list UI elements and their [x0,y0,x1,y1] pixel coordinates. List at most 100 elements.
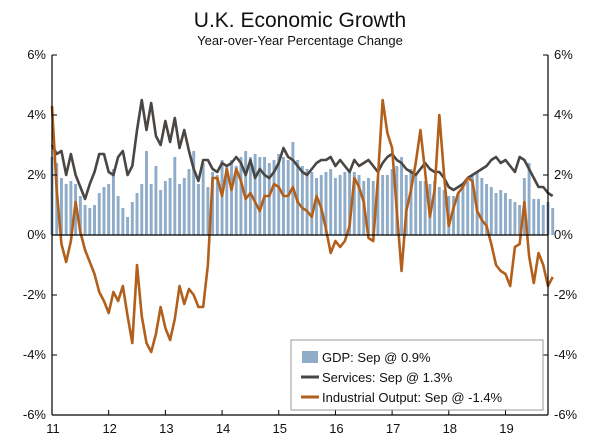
gdp-bar [442,190,446,235]
industrial-output-line [50,98,554,354]
y-tick-label-left: 2% [27,167,46,182]
gdp-bar [367,178,370,235]
gdp-bar [489,187,493,235]
gdp-bar [348,169,352,235]
gdp-bar [173,157,177,235]
gdp-bar [145,151,148,235]
y-tick-label-right: 2% [554,167,573,182]
x-tick-label: 13 [159,421,173,436]
gdp-bar [423,181,427,235]
gdp-bar [182,178,186,235]
legend-label-gdp: GDP: Sep @ 0.9% [322,350,431,365]
x-tick-label: 12 [102,421,116,436]
gdp-bar [414,175,418,235]
gdp-bar [126,217,130,235]
gdp-bar [239,157,243,235]
y-tick-label-left: 4% [27,107,46,122]
gdp-bar [215,175,219,235]
gdp-bar [248,157,252,235]
gdp-bar [201,163,205,235]
gdp-bar [230,160,233,235]
gdp-bar [130,202,134,235]
gdp-bar [220,160,224,235]
gdp-bar [244,151,248,235]
gdp-bar [456,193,460,235]
gdp-bar [315,178,318,235]
gdp-bar [234,166,238,235]
gdp-bar [149,184,153,235]
gdp-bar [305,169,309,235]
x-tick-label: 14 [216,421,230,436]
gdp-bar [470,175,474,235]
chart-title: U.K. Economic Growth [194,9,406,32]
gdp-bar [168,178,172,235]
gdp-bar [437,187,441,235]
gdp-bar [64,184,68,235]
gdp-bar [385,175,389,235]
legend: GDP: Sep @ 0.9% Services: Sep @ 1.3% Ind… [290,339,544,411]
gdp-bar [93,205,96,235]
x-tick-label: 19 [499,421,513,436]
y-tick-label-left: -4% [23,347,47,362]
y-axis-right: 6% 4% 2% 0% -2% -4% -6% [543,47,578,422]
chart-subtitle: Year-over-Year Percentage Change [197,33,403,48]
gdp-bar [518,205,522,235]
gdp-bar [404,175,408,235]
gdp-bar [310,172,314,235]
x-axis: 11 12 13 14 15 16 17 18 19 [46,410,514,436]
y-tick-label-left: 6% [27,47,46,62]
gdp-bar [409,169,413,235]
gdp-bar [551,208,555,235]
gdp-bar [504,193,507,235]
gdp-bar [527,163,531,235]
gdp-bar [400,157,404,235]
gdp-bar [300,166,304,235]
gdp-bar [537,199,540,235]
gdp-bar [253,154,257,235]
gdp-bar [418,181,422,235]
gdp-bar [376,178,380,235]
gdp-bar [494,193,498,235]
gdp-bar [116,196,120,235]
gdp-bar [352,172,356,235]
gdp-bar [338,175,342,235]
gdp-bar [433,181,437,235]
gdp-bar [69,181,73,235]
gdp-bar [272,160,276,235]
gdp-bar [187,169,191,235]
gdp-bar [178,184,182,235]
gdp-bar [154,166,158,235]
legend-label-industrial: Industrial Output: Sep @ -1.4% [322,390,503,405]
y-tick-label-right: -6% [554,407,578,422]
gdp-bar [480,178,484,235]
y-tick-label-left: -6% [23,407,47,422]
gdp-bar [78,196,82,235]
gdp-bar [461,184,465,235]
gdp-bar [333,178,337,235]
gdp-bar [296,160,300,235]
gdp-bar [532,199,536,235]
x-tick-label: 17 [386,421,400,436]
gdp-bar [135,193,139,235]
gdp-bar [357,175,361,235]
gdp-bar [286,160,290,235]
y-tick-label-left: -2% [23,287,47,302]
y-tick-label-right: 6% [554,47,573,62]
gdp-bar [225,166,229,235]
gdp-bar [102,187,106,235]
y-tick-label-right: -2% [554,287,578,302]
gdp-bar [163,181,167,235]
legend-swatch-gdp [302,351,318,363]
gdp-bar [452,196,455,235]
gdp-bar [324,172,328,235]
y-axis-left: 6% 4% 2% 0% -2% -4% -6% [23,47,57,422]
x-tick-label: 18 [443,421,457,436]
legend-box [290,339,544,411]
gdp-bar [466,181,470,235]
gdp-bar [390,169,394,235]
gdp-bar [192,151,196,235]
gdp-bar [83,205,87,235]
gdp-bar [140,184,144,235]
services-line [50,98,554,201]
